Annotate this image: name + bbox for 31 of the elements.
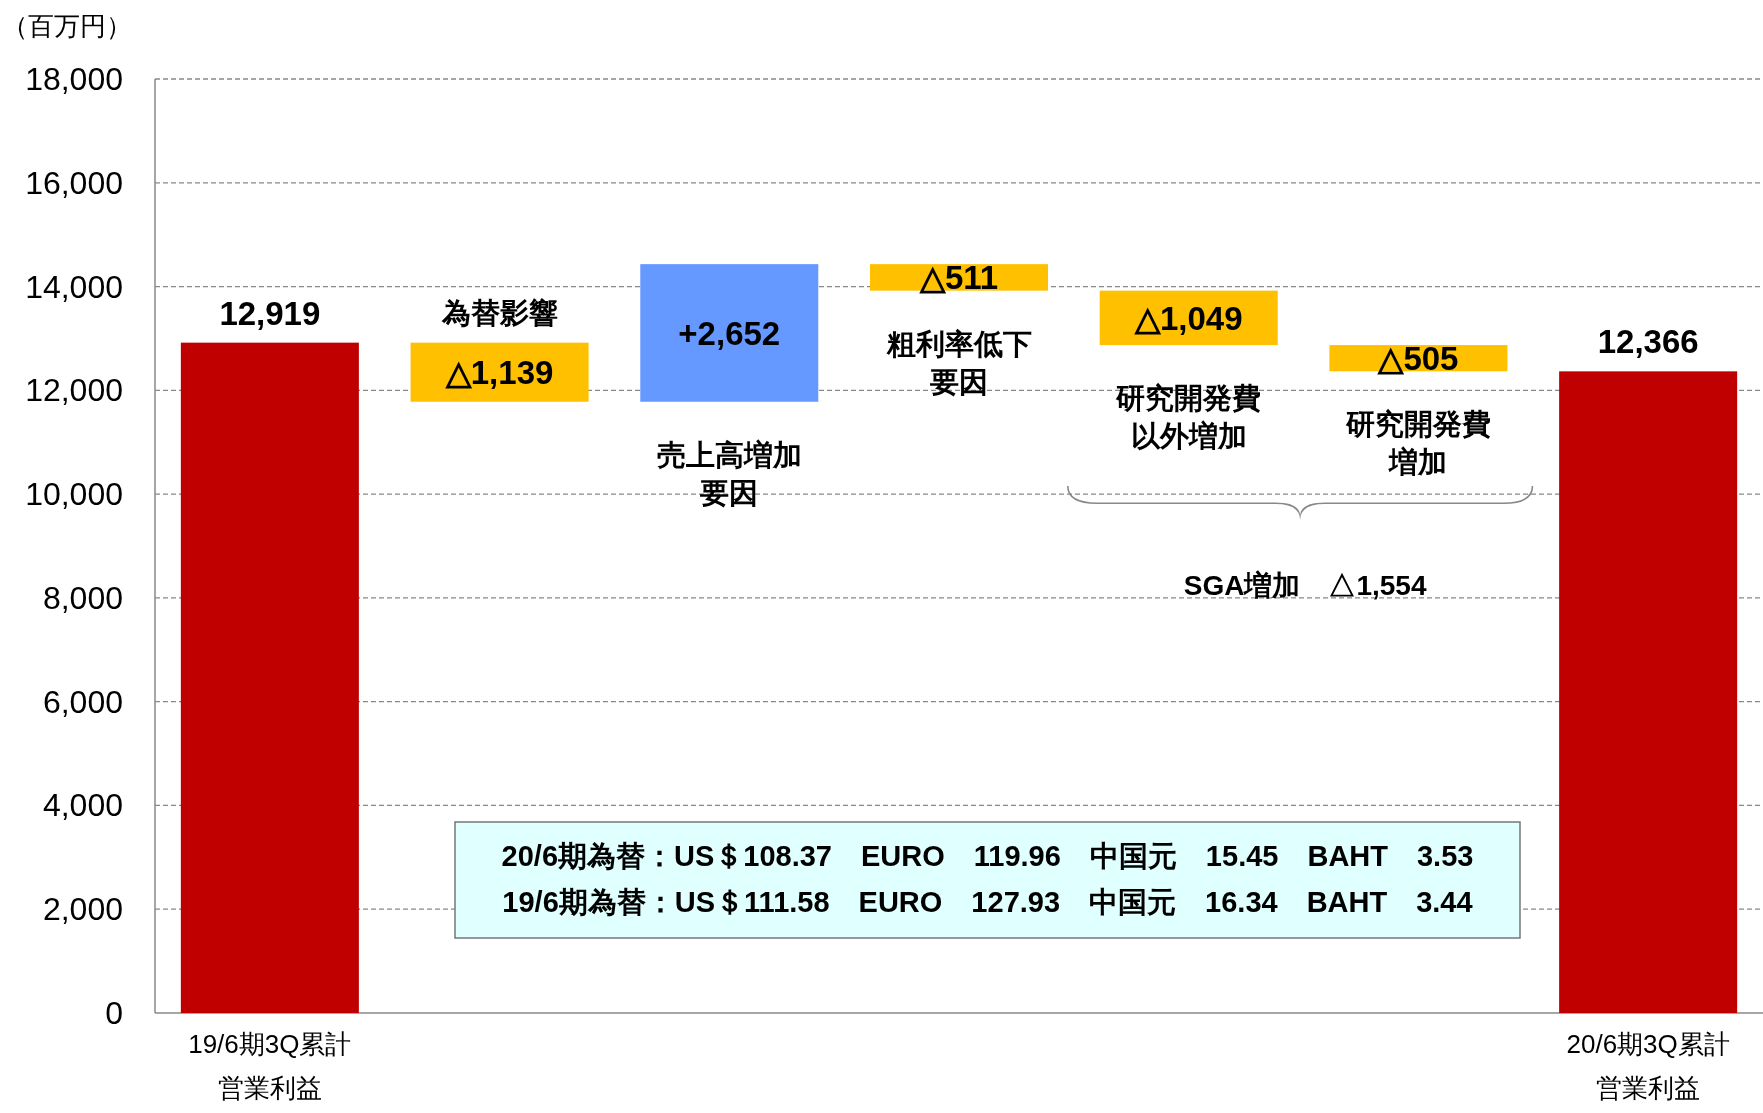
y-tick-label: 12,000	[25, 372, 123, 409]
y-tick-label: 16,000	[25, 164, 123, 201]
x-tick-label: 19/6期3Q累計営業利益	[188, 1029, 352, 1103]
data-label: +2,652	[678, 314, 781, 352]
y-axis-title: （百万円）	[2, 11, 132, 41]
x-tick-label: 研究開発費増加	[1344, 408, 1491, 479]
data-label: 12,366	[1597, 323, 1699, 361]
x-tick-label: 粗利率低下要因	[885, 327, 1032, 398]
data-label: 12,919	[219, 294, 321, 332]
annotation: 20/6期為替：US＄108.37 EURO 119.96 中国元 15.45 BAHT 3.53	[501, 840, 1474, 872]
data-label: △505	[1377, 340, 1459, 378]
y-tick-label: 2,000	[42, 891, 123, 928]
y-tick-label: 4,000	[42, 787, 123, 824]
annotation: SGA増加 △1,554	[1183, 569, 1427, 601]
x-tick-label: 20/6期3Q累計営業利益	[1566, 1029, 1730, 1103]
x-tick-label: 売上高増加要因	[656, 438, 802, 509]
y-tick-label: 0	[105, 995, 123, 1031]
y-tick-label: 14,000	[25, 268, 123, 305]
y-tick-label: 18,000	[25, 61, 123, 97]
bar	[1559, 371, 1738, 1013]
x-tick-label: 為替影響	[440, 296, 558, 329]
bar	[180, 342, 359, 1013]
y-tick-label: 8,000	[42, 579, 123, 616]
y-tick-label: 10,000	[25, 476, 123, 513]
y-tick-label: 6,000	[42, 683, 123, 720]
annotation: 19/6期為替：US＄111.58 EURO 127.93 中国元 16.34 BAHT 3.44	[502, 886, 1473, 918]
data-label: △1,049	[1133, 299, 1243, 337]
data-label: △511	[918, 259, 999, 297]
x-tick-label: 研究開発費以外増加	[1115, 382, 1262, 453]
data-label: △1,139	[444, 354, 554, 392]
bar	[640, 264, 819, 402]
